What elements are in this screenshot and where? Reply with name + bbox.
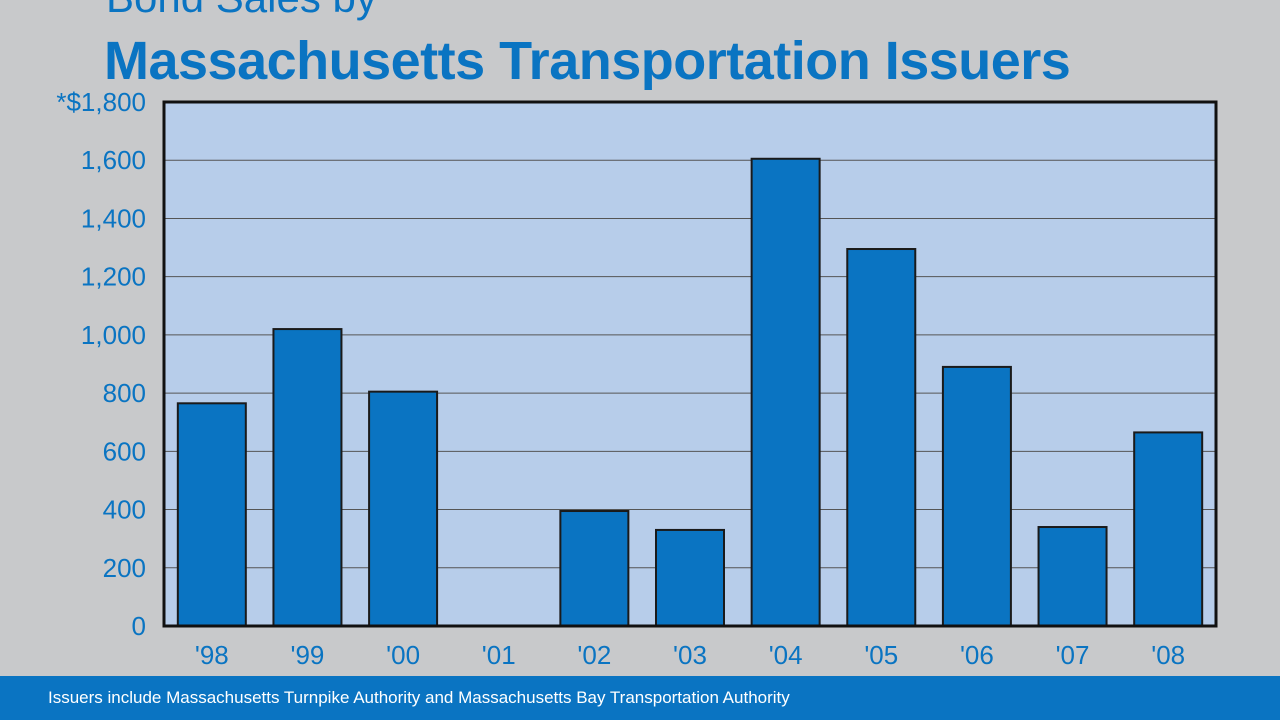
y-tick-label: 0	[132, 611, 146, 641]
bar-8	[941, 365, 1012, 627]
y-tick-label: 1,200	[81, 262, 146, 292]
x-tick-label: '07	[1056, 640, 1090, 670]
footer-banner: Issuers include Massachusetts Turnpike A…	[0, 676, 1280, 720]
bar-7	[846, 248, 917, 627]
x-tick-label: '01	[482, 640, 516, 670]
bar-4	[559, 510, 630, 627]
bar-5	[655, 528, 725, 628]
y-tick-label: 1,000	[81, 320, 146, 350]
y-tick-label: 800	[103, 378, 146, 408]
x-tick-label: '04	[769, 640, 803, 670]
x-tick-label: '98	[195, 640, 229, 670]
bar-chart: '98 '99 '00 '01 '02 '03 '04 '05 '06 '07 '08 0 200 400…	[56, 87, 1218, 670]
bar-6	[750, 157, 821, 627]
bar-9	[1037, 526, 1108, 627]
bar-0	[176, 402, 247, 627]
x-tick-label: '00	[386, 640, 420, 670]
bar-10	[1133, 431, 1204, 627]
y-tick-label: 1,400	[81, 203, 146, 233]
x-tick-label: '05	[864, 640, 898, 670]
y-tick-label: *$1,800	[56, 87, 146, 117]
footer-note: Issuers include Massachusetts Turnpike A…	[48, 688, 790, 707]
y-tick-label: 400	[103, 495, 146, 525]
bar-2	[368, 390, 439, 627]
bar-1	[272, 328, 343, 627]
x-tick-label: '06	[960, 640, 994, 670]
y-tick-label: 1,600	[81, 145, 146, 175]
x-tick-label: '08	[1151, 640, 1185, 670]
y-tick-label: 200	[103, 553, 146, 583]
x-tick-label: '99	[291, 640, 325, 670]
chart-title-line1: Bond Sales by	[106, 0, 377, 22]
x-tick-label: '03	[673, 640, 707, 670]
chart-title-line2: Massachusetts Transportation Issuers	[104, 31, 1071, 91]
x-tick-label: '02	[577, 640, 611, 670]
plot-border	[162, 100, 1218, 628]
y-tick-label: 600	[103, 436, 146, 466]
